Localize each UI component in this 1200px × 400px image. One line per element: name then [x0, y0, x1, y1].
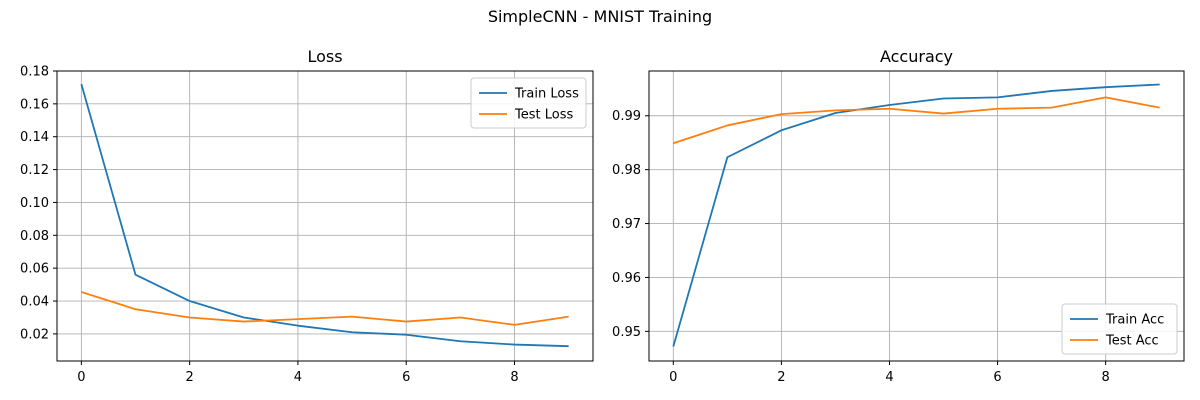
accuracy-y-tick-label: 0.95	[612, 325, 641, 340]
accuracy-y-tick-label: 0.99	[612, 109, 641, 124]
accuracy-x-tick-label: 8	[1102, 370, 1110, 385]
accuracy-axes-frame	[648, 70, 1185, 362]
loss-axes-frame	[56, 70, 594, 362]
accuracy-legend-box	[1061, 303, 1178, 355]
loss-y-tick-label: 0.04	[20, 295, 49, 310]
figure-suptitle: SimpleCNN - MNIST Training	[488, 7, 712, 26]
train-acc-legend-label: Train Acc	[1105, 313, 1164, 328]
test-loss-line	[81, 291, 569, 326]
train-loss-legend-label: Train Loss	[514, 87, 579, 102]
loss-legend-box	[470, 77, 587, 129]
accuracy-x-tick-label: 0	[669, 370, 677, 385]
loss-plot-title: Loss	[307, 47, 342, 66]
loss-x-tick-label: 0	[77, 370, 85, 385]
loss-x-tick-label: 2	[186, 370, 194, 385]
loss-y-tick-label: 0.12	[20, 163, 49, 178]
train-acc-line	[672, 83, 1160, 347]
loss-y-tick-label: 0.14	[20, 130, 49, 145]
accuracy-y-tick-label: 0.98	[612, 163, 641, 178]
accuracy-plot-title: Accuracy	[880, 47, 953, 66]
train-loss-line	[80, 83, 569, 348]
loss-y-tick-label: 0.16	[20, 97, 49, 112]
test-acc-line	[673, 96, 1160, 145]
accuracy-y-tick-label: 0.97	[612, 217, 641, 232]
loss-x-tick-label: 6	[402, 370, 410, 385]
accuracy-x-tick-label: 2	[777, 370, 785, 385]
accuracy-y-tick-label: 0.96	[612, 271, 641, 286]
loss-legend: Train Loss Test Loss	[470, 77, 587, 129]
test-acc-legend-label: Test Acc	[1105, 334, 1159, 349]
loss-y-tick-label: 0.10	[20, 196, 49, 211]
test-loss-legend-label: Test Loss	[514, 108, 573, 123]
loss-y-tick-label: 0.08	[20, 229, 49, 244]
loss-x-tick-label: 8	[510, 370, 518, 385]
loss-y-tick-label: 0.18	[20, 65, 49, 80]
loss-x-tick-label: 4	[294, 370, 302, 385]
accuracy-x-tick-label: 6	[993, 370, 1001, 385]
loss-plot: Loss 0 2 4 6 8 0.02 0.04 0.06 0.08 0.10 0.12 0.14 0.…	[20, 47, 594, 385]
accuracy-x-tick-label: 4	[885, 370, 893, 385]
loss-y-tick-label: 0.06	[20, 262, 49, 277]
accuracy-plot: Accuracy 0 2 4 6 8 0.95 0.96 0.97 0.98 0.99 Train …	[612, 47, 1185, 385]
loss-y-tick-label: 0.02	[20, 327, 49, 342]
accuracy-legend: Train Acc Test Acc	[1061, 303, 1178, 355]
